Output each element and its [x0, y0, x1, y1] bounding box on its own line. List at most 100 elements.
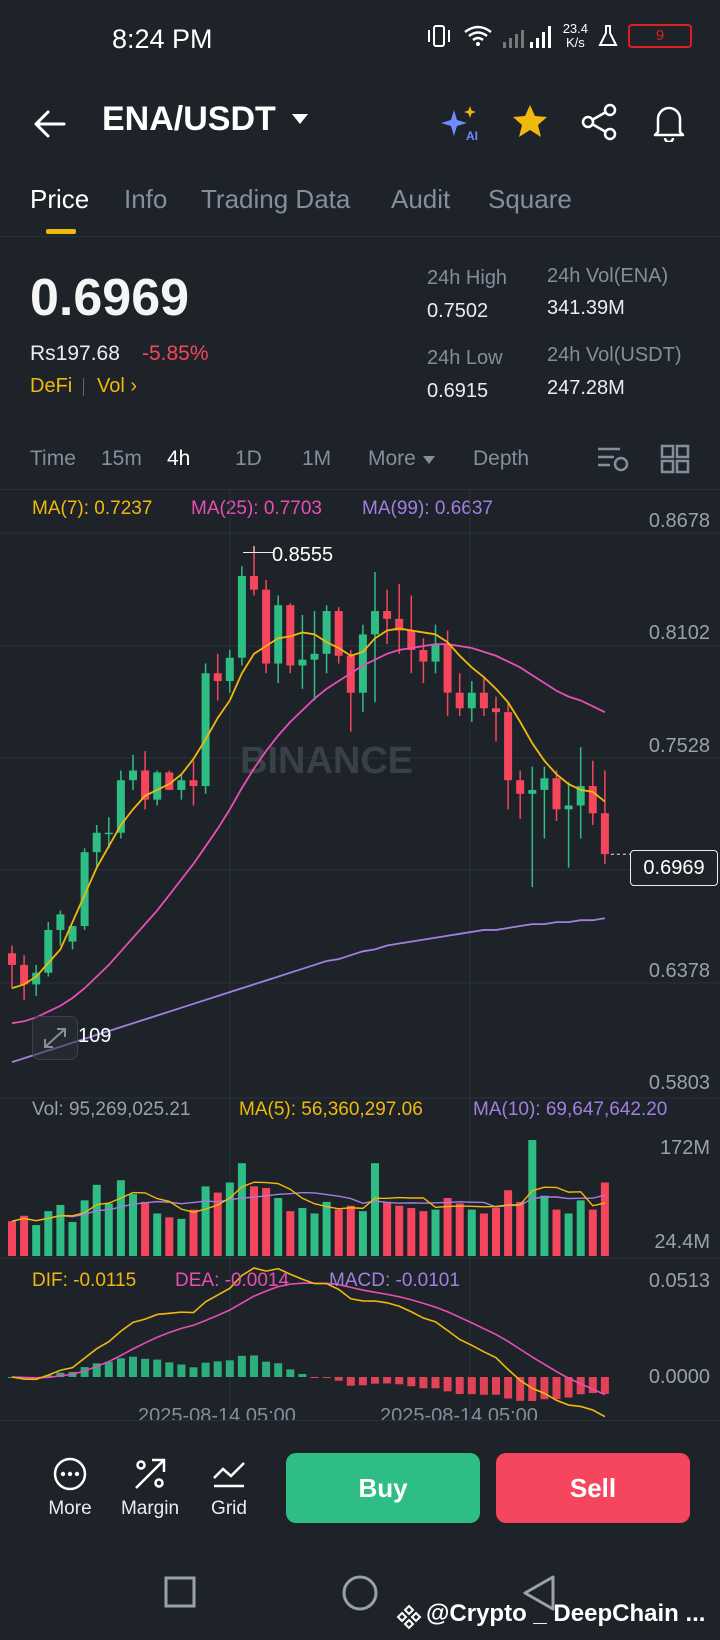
high-value: 0.7502	[427, 300, 489, 322]
macd-histogram-bar	[540, 1377, 549, 1400]
candle-body	[141, 770, 150, 800]
volume-bar	[225, 1182, 234, 1256]
tab-square[interactable]: Square	[488, 184, 572, 214]
tf-more[interactable]: More	[368, 447, 436, 471]
macd-histogram-bar	[552, 1377, 561, 1400]
candle-body	[334, 611, 343, 656]
tf-1m[interactable]: 1M	[302, 447, 332, 470]
ma7-legend: MA(7): 0.7237	[32, 498, 153, 519]
grid-button[interactable]: Grid	[211, 1498, 247, 1519]
tf-4h[interactable]: 4h	[167, 447, 191, 470]
vol-ma5-legend: MA(5): 56,360,297.06	[239, 1099, 423, 1120]
tab-audit[interactable]: Audit	[391, 184, 451, 214]
status-time: 8:24 PM	[112, 24, 213, 54]
tab-info[interactable]: Info	[124, 184, 168, 214]
tf-time[interactable]: Time	[30, 447, 76, 470]
low-marker: 109	[78, 1025, 112, 1047]
high-marker-line	[243, 552, 273, 553]
layout-grid-icon[interactable]	[660, 444, 690, 474]
volume-bar	[80, 1200, 89, 1256]
volume-bar	[286, 1211, 295, 1256]
timeframe-divider	[0, 489, 720, 490]
macd-histogram-bar	[492, 1377, 500, 1395]
kline-chart[interactable]: BINANCE	[0, 490, 720, 1420]
candle-body	[20, 964, 29, 985]
tf-15m[interactable]: 15m	[101, 447, 142, 470]
volume-bar	[358, 1211, 367, 1256]
more-button[interactable]: More	[48, 1498, 92, 1519]
last-price: 0.6969	[30, 269, 190, 327]
macd-histogram-bar	[189, 1367, 198, 1377]
candle-body	[552, 778, 561, 810]
candle-body	[540, 778, 549, 790]
macd-histogram-bar	[504, 1377, 513, 1399]
candle-body	[165, 772, 174, 790]
axis-label-3: 0.7528	[648, 735, 710, 757]
macd-histogram-bar	[298, 1373, 307, 1377]
candle-body	[225, 657, 234, 682]
flask-icon	[598, 25, 618, 46]
binance-logo-icon	[396, 1604, 422, 1630]
vol-usdt-label: 24h Vol(USDT)	[547, 344, 682, 366]
expand-chart-button[interactable]	[32, 1016, 78, 1060]
margin-button[interactable]: Margin	[120, 1498, 180, 1519]
status-icons: 23.4 K/s 9	[425, 22, 692, 50]
low-value: 0.6915	[427, 380, 489, 402]
tf-1d[interactable]: 1D	[235, 447, 262, 470]
volume-bar	[274, 1198, 283, 1256]
macd-histogram-bar	[371, 1377, 379, 1384]
bell-icon[interactable]	[650, 102, 688, 142]
candle-body	[153, 772, 162, 800]
tab-price[interactable]: Price	[30, 184, 90, 214]
vol-ena-label: 24h Vol(ENA)	[547, 265, 669, 287]
back-arrow-icon[interactable]	[32, 106, 68, 142]
macd-histogram-bar	[177, 1364, 186, 1377]
signal-icon	[502, 26, 551, 48]
chevron-right-icon: ›	[130, 375, 138, 397]
macd-pane	[8, 1267, 609, 1418]
volume-bar	[20, 1215, 29, 1256]
share-icon[interactable]	[580, 102, 620, 142]
star-icon[interactable]	[510, 102, 550, 142]
wifi-icon	[463, 25, 492, 46]
tag-vol[interactable]: Vol ›	[97, 375, 138, 397]
pair-title[interactable]: ENA/USDT	[102, 100, 276, 138]
margin-icon[interactable]	[132, 1456, 168, 1492]
candle-body	[479, 692, 488, 709]
macd-dea-legend: DEA: -0.0014	[175, 1270, 290, 1291]
candle-body	[492, 708, 500, 713]
volume-bar	[395, 1205, 404, 1256]
ai-sparkle-icon[interactable]: AI	[440, 102, 482, 144]
back-nav-icon[interactable]	[522, 1574, 556, 1612]
candle-body	[201, 673, 210, 787]
macd-histogram-bar	[104, 1361, 113, 1377]
home-icon[interactable]	[341, 1574, 379, 1612]
macd-histogram-bar	[322, 1377, 331, 1378]
tab-trading-data[interactable]: Trading Data	[201, 184, 351, 214]
volume-bar	[600, 1182, 609, 1256]
sell-button[interactable]: Sell	[496, 1453, 690, 1523]
ma99-line	[11, 917, 606, 1063]
volume-bar	[371, 1163, 379, 1256]
candle-body	[298, 659, 307, 666]
tag-separator	[83, 378, 84, 396]
volume-bar	[298, 1208, 307, 1256]
more-icon[interactable]	[52, 1456, 88, 1492]
buy-button[interactable]: Buy	[286, 1453, 480, 1523]
tf-depth[interactable]: Depth	[473, 447, 530, 470]
macd-dif-legend: DIF: -0.0115	[32, 1270, 137, 1291]
recent-apps-icon[interactable]	[164, 1576, 196, 1608]
grid-icon[interactable]	[211, 1456, 247, 1492]
ma25-line	[11, 643, 606, 1025]
price-change: -5.85%	[142, 342, 209, 365]
chevron-down-icon[interactable]	[290, 112, 310, 126]
binance-watermark: BINANCE	[240, 740, 413, 782]
volume-bar	[141, 1201, 150, 1256]
macd-histogram-bar	[455, 1377, 464, 1394]
indicator-settings-icon[interactable]	[596, 444, 630, 474]
vol-axis-bottom: 24.4M	[654, 1231, 710, 1253]
tag-defi[interactable]: DeFi	[30, 375, 73, 397]
vol-legend: Vol: 95,269,025.21	[32, 1099, 191, 1120]
candle-body	[371, 611, 379, 635]
volume-bar	[116, 1180, 125, 1256]
